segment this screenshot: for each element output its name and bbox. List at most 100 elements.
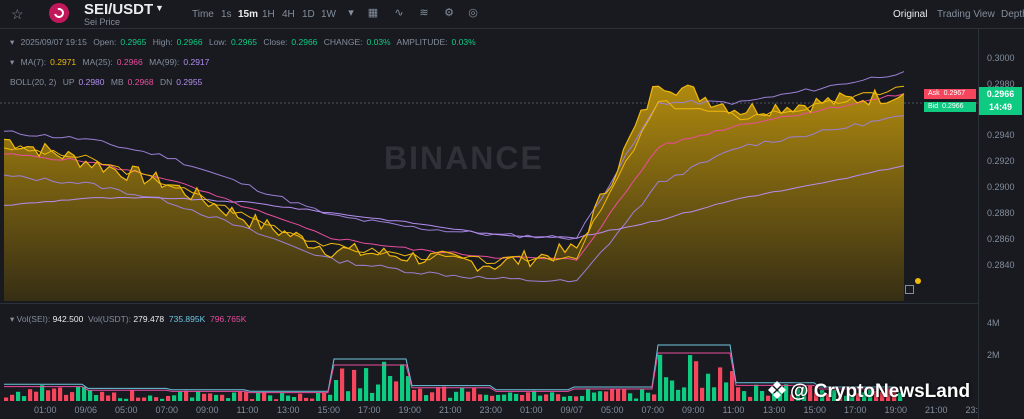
volume-bar: [472, 387, 477, 401]
timeframe-4h[interactable]: 4H: [282, 9, 295, 20]
volume-info: ▾ Vol(SEI): 942.500 Vol(USDT): 279.478 7…: [10, 314, 247, 324]
price-tick: 0.2880: [987, 208, 1015, 218]
volume-bar: [58, 387, 63, 401]
boll-up: 0.2980: [78, 77, 105, 87]
view-original[interactable]: Original: [893, 9, 928, 20]
vol-ma2: 796.765K: [210, 314, 247, 324]
timeframe-1h[interactable]: 1H: [262, 9, 275, 20]
volume-bar: [292, 397, 297, 401]
volume-bar: [580, 396, 585, 401]
favorite-star-icon[interactable]: ☆: [11, 6, 24, 22]
timeframe-more-caret-icon[interactable]: ▾: [348, 7, 354, 19]
volume-bar: [742, 391, 747, 401]
pair-title[interactable]: SEI/USDT: [84, 1, 154, 18]
volume-bar: [406, 376, 411, 401]
volume-bar: [196, 391, 201, 401]
volume-bar: [208, 393, 213, 401]
volume-bar: [598, 391, 603, 401]
volume-chart[interactable]: [0, 305, 978, 401]
volume-bar: [304, 397, 309, 401]
volume-bar: [880, 392, 885, 401]
volume-bar: [418, 388, 423, 401]
volume-bar: [52, 388, 57, 401]
price-tick: 0.2900: [987, 182, 1015, 192]
volume-bar: [226, 398, 231, 401]
volume-bar: [748, 396, 753, 401]
volume-bar: [76, 386, 81, 401]
volume-bar: [430, 392, 435, 401]
boll-dn-line: [3, 115, 905, 283]
volume-bar: [16, 391, 21, 401]
volume-bar: [28, 389, 33, 401]
boll-mb: 0.2968: [127, 77, 154, 87]
line-chart-icon[interactable]: ∿: [394, 7, 404, 19]
volume-bar: [646, 392, 651, 401]
volume-bar: [496, 394, 501, 401]
volume-bar: [310, 398, 315, 401]
volume-bar: [454, 391, 459, 401]
volume-bar: [286, 395, 291, 401]
price-area: [4, 85, 904, 301]
ma99-line: [3, 165, 905, 239]
ohlc-collapse-icon[interactable]: ▾: [10, 37, 15, 47]
price-axis[interactable]: [978, 29, 1024, 419]
ohlc-open: 0.2965: [120, 37, 147, 47]
volume-bar: [502, 394, 507, 401]
volume-bar: [670, 380, 675, 401]
time-tick: 05:00: [115, 405, 138, 415]
volume-bar: [34, 391, 39, 401]
pane-divider[interactable]: [0, 303, 978, 304]
volume-bar: [130, 390, 135, 401]
current-price: 0.2966: [986, 89, 1015, 99]
time-tick: 21:00: [439, 405, 462, 415]
timeframe-1s[interactable]: 1s: [221, 9, 232, 20]
volume-bar: [154, 397, 159, 401]
volume-bar: [370, 392, 375, 401]
volume-bar: [490, 395, 495, 401]
sei-logo-icon: [49, 3, 69, 23]
ohlc-info: ▾ 2025/09/07 19:15 Open: 0.2965 High: 0.29…: [10, 37, 476, 47]
volume-bar: [820, 390, 825, 401]
volume-bar: [544, 394, 549, 401]
price-chart[interactable]: [0, 29, 978, 301]
volume-bar: [4, 397, 9, 401]
volume-tick: 2M: [987, 350, 1000, 360]
more-options-icon[interactable]: ◎: [468, 7, 478, 19]
price-tick: 0.2920: [987, 156, 1015, 166]
timeframe-15m[interactable]: 15m: [238, 9, 259, 20]
volume-bar: [352, 369, 357, 401]
boll-info: BOLL(20, 2) UP 0.2980 MB 0.2968 DN 0.2955: [10, 77, 203, 87]
view-depth[interactable]: Depth: [1001, 9, 1024, 20]
volume-bar: [364, 368, 369, 401]
timeframe-1w[interactable]: 1W: [321, 9, 336, 20]
indicators-icon[interactable]: ≋: [419, 7, 429, 19]
volume-bar: [730, 371, 735, 401]
settings-icon[interactable]: ⚙: [444, 7, 454, 19]
volume-bar: [610, 388, 615, 401]
volume-bar: [514, 393, 519, 401]
volume-bar: [322, 392, 327, 401]
vol-ma1-line: [4, 344, 899, 392]
volume-bar: [214, 394, 219, 401]
vol-sei: 942.500: [52, 314, 84, 324]
time-tick: 15:00: [803, 405, 827, 415]
volume-bar: [448, 397, 453, 401]
volume-bar: [844, 395, 849, 401]
settings-small-icon[interactable]: [905, 285, 914, 294]
volume-bar: [886, 388, 891, 401]
volume-bar: [664, 377, 669, 401]
overlay-text: @ CryptoNewsLand: [768, 381, 970, 403]
alert-dot-icon[interactable]: [915, 278, 921, 284]
pair-dropdown-caret-icon[interactable]: ▼: [155, 3, 164, 13]
view-trading-view[interactable]: Trading View: [937, 9, 995, 20]
volume-bar: [82, 386, 87, 401]
timeframe-time[interactable]: Time: [192, 9, 214, 20]
time-tick: 13:00: [763, 405, 786, 415]
calendar-icon[interactable]: ▦: [367, 7, 379, 19]
volume-bar: [850, 396, 855, 401]
volume-bar: [760, 391, 765, 401]
volume-bar: [466, 391, 471, 401]
time-tick: 09:00: [196, 405, 219, 415]
volume-bar: [10, 394, 15, 401]
timeframe-1d[interactable]: 1D: [302, 9, 315, 20]
